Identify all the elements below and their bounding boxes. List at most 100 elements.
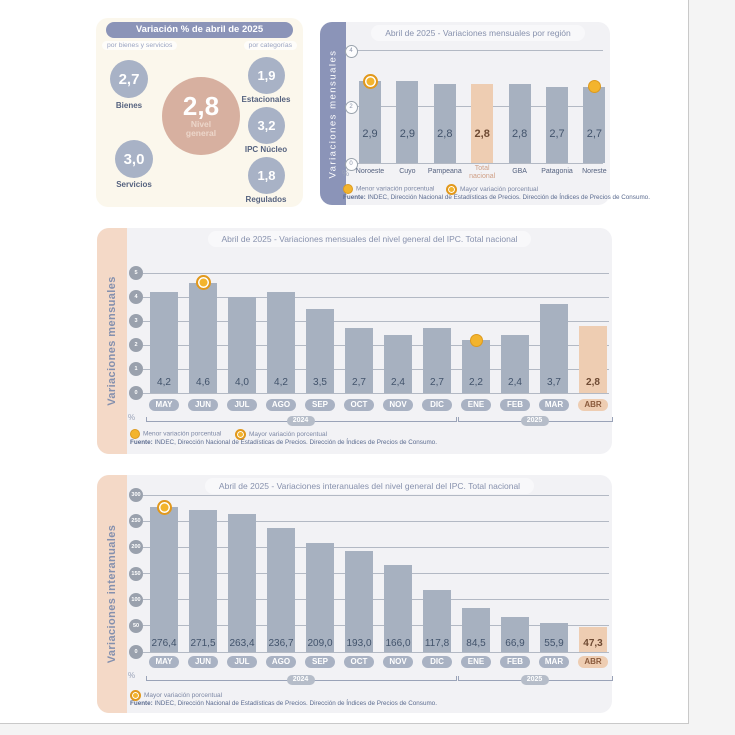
gridline-150 (143, 573, 609, 574)
interannual-chart-panel: Variaciones interanuales Abril de 2025 -… (97, 475, 613, 713)
month-pill-MAY: MAY (149, 656, 179, 668)
bar-ABR (579, 627, 607, 652)
y-axis-tick-0: 0 (344, 157, 358, 171)
gridline-3 (143, 320, 609, 322)
bubble-bienes: 2,7 (110, 60, 148, 98)
bar-value-Patagonia: 2,7 (549, 128, 565, 140)
source-note: Fuente: INDEC, Dirección Nacional de Est… (343, 194, 650, 201)
bubble-regulados-label: Regulados (245, 195, 287, 204)
legend-label: Mayor variación porcentual (144, 692, 223, 700)
bar-value-GBA: 2,8 (511, 128, 528, 140)
bar-value-DIC: 2,7 (430, 377, 444, 388)
bar-OCT (345, 550, 373, 652)
month-pill-DIC: DIC (422, 656, 452, 668)
month-pill-MAR: MAR (539, 399, 569, 411)
bar-JUL (228, 514, 256, 652)
month-pill-DIC: DIC (422, 399, 452, 411)
bar-value-OCT: 2,7 (352, 377, 366, 388)
year-pill-2024: 2024 (286, 416, 315, 426)
legend-label: Menor variación porcentual (143, 430, 222, 438)
bar-MAY (150, 292, 178, 393)
bar-MAR (540, 304, 568, 393)
bar-FEB (501, 335, 529, 393)
bubble-regulados-value: 1,8 (257, 168, 276, 183)
bubble-ipc-nucleo-label: IPC Núcleo (244, 145, 288, 154)
bar-value-FEB: 2,4 (508, 377, 522, 388)
x-axis-label-GBA: GBA (512, 168, 527, 175)
y-axis-tick-2: 2 (344, 101, 358, 114)
month-pill-AGO: AGO (266, 399, 296, 411)
y-axis-tick-200: 200 (129, 540, 143, 555)
region-chart-title: Abril de 2025 - Variaciones mensuales po… (371, 25, 585, 41)
month-pill-JUL: JUL (227, 399, 257, 411)
bar-value-Total nacional: 2,8 (474, 128, 490, 140)
bubble-servicios-label: Servicios (116, 180, 152, 189)
bubble-servicios: 3,0 (115, 140, 153, 178)
source-prefix: Fuente: (343, 194, 366, 201)
y-axis-tick-0: 0 (129, 386, 143, 400)
gridline-2 (143, 344, 609, 346)
legend-item: Menor variación porcentual (343, 184, 434, 194)
unit-label: % (128, 413, 136, 422)
source-text: INDEC, Dirección Nacional de Estadística… (367, 194, 650, 201)
bar-Noreste (583, 86, 606, 163)
bar-Patagonia (546, 86, 568, 163)
y-axis-tick-0: 0 (129, 645, 143, 659)
bar-value-ABR: 2,8 (586, 377, 600, 388)
bar-value-JUL: 263,4 (229, 638, 255, 649)
y-axis-tick-300: 300 (129, 488, 143, 502)
y-axis-tick-100: 100 (129, 592, 143, 607)
month-pill-JUN: JUN (188, 656, 218, 668)
year-pill-2025: 2025 (520, 675, 549, 685)
bar-OCT (345, 328, 373, 393)
max-variation-marker (362, 73, 378, 89)
legend-item: Mayor variación porcentual (130, 690, 222, 701)
gridline-1 (143, 368, 609, 370)
bar-value-MAY: 4,2 (157, 377, 171, 388)
gridline-250 (143, 520, 609, 522)
monthly-chart-panel: Variaciones mensuales Abril de 2025 - Va… (97, 228, 613, 454)
bar-ENE (462, 607, 490, 652)
x-axis-label-Noroeste: Noroeste (355, 168, 385, 175)
gridline-0 (143, 651, 609, 653)
y-axis-tick-250: 250 (129, 514, 143, 529)
document-page: Variación % de abril de 2025 por bienes … (0, 0, 689, 724)
y-axis-tick-150: 150 (129, 566, 143, 581)
y-axis-tick-2: 2 (129, 338, 143, 352)
bar-value-JUN: 4,6 (196, 377, 210, 388)
gridline-4 (350, 49, 603, 51)
source-prefix: Fuente: (130, 700, 153, 707)
bubble-nivel-general: 2,8 Nivel general (162, 77, 240, 155)
y-axis-tick-1: 1 (129, 362, 143, 376)
min-variation-marker (469, 333, 483, 347)
y-axis-tick-50: 50 (129, 618, 143, 633)
region-chart-title-wrap: Abril de 2025 - Variaciones mensuales po… (346, 25, 610, 41)
gridline-0 (350, 162, 603, 164)
bubble-ipc-nucleo: 3,2 (248, 107, 285, 144)
month-pill-ENE: ENE (461, 399, 491, 411)
month-pill-ABR: ABR (578, 399, 608, 411)
gridline-300 (143, 494, 609, 496)
bar-SEP (306, 542, 334, 652)
month-pill-FEB: FEB (500, 399, 530, 411)
bar-value-AGO: 236,7 (268, 638, 294, 649)
month-pill-JUN: JUN (188, 399, 218, 411)
bar-value-MAR: 55,9 (544, 638, 564, 649)
y-axis-tick-5: 5 (129, 266, 143, 280)
unit-label: % (342, 169, 350, 178)
bar-Cuyo (396, 81, 419, 163)
month-pill-OCT: OCT (344, 399, 374, 411)
bar-value-DIC: 117,8 (424, 638, 450, 649)
summary-panel-title: Variación % de abril de 2025 (106, 22, 293, 38)
legend-item: Menor variación porcentual (130, 429, 221, 439)
bar-value-AGO: 4,2 (274, 377, 288, 388)
y-axis-tick-4: 4 (344, 44, 358, 58)
month-pill-AGO: AGO (266, 656, 296, 668)
bar-value-ENE: 84,5 (466, 638, 486, 649)
bar-value-SEP: 209,0 (307, 638, 333, 649)
month-pill-ENE: ENE (461, 656, 491, 668)
interannual-chart-axis-title: Variaciones interanuales (106, 524, 118, 664)
bar-ABR (579, 325, 607, 393)
bar-AGO (267, 528, 295, 652)
bar-value-JUL: 4,0 (235, 377, 249, 388)
